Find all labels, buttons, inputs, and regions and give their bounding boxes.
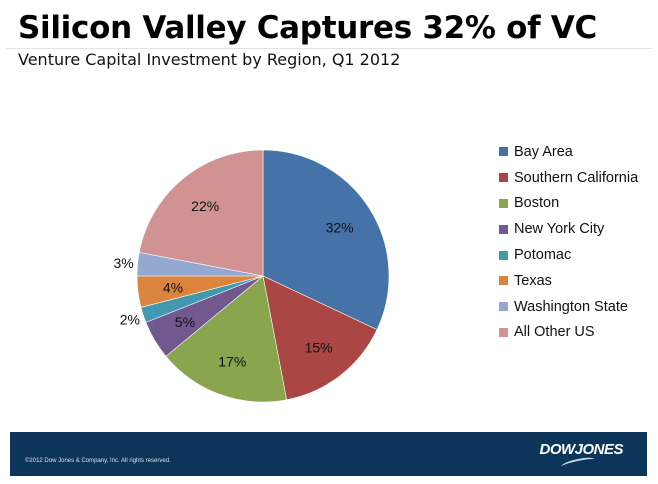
chart-subtitle: Venture Capital Investment by Region, Q1… (18, 50, 401, 69)
legend-swatch (499, 224, 508, 234)
data-label-potomac: 2% (120, 311, 140, 327)
legend-item-texas: Texas (499, 268, 638, 294)
data-label-boston: 17% (218, 353, 246, 369)
legend-swatch (499, 198, 508, 208)
legend-label: Texas (514, 272, 552, 289)
pie-slice-all-other-us (138, 149, 264, 277)
data-label-all-other-us: 22% (191, 198, 219, 214)
legend-swatch (499, 250, 508, 260)
title-divider (6, 48, 652, 49)
legend-item-potomac: Potomac (499, 242, 638, 268)
legend-swatch (499, 327, 508, 337)
legend-swatch (499, 173, 508, 183)
data-label-washington-state: 3% (114, 255, 134, 271)
legend-label: Southern California (514, 169, 639, 186)
legend-swatch (499, 147, 508, 157)
legend-label: Potomac (514, 247, 572, 264)
data-label-texas: 4% (163, 279, 183, 295)
legend-label: All Other US (514, 324, 595, 341)
pie-chart: 32% 15% 17% 5% 2% 4% 3% 22% (114, 149, 390, 403)
legend-item-boston: Boston (499, 191, 638, 217)
dowjones-logo: DOWJONES (539, 441, 623, 458)
legend-swatch (499, 276, 508, 286)
legend-item-all-other-us: All Other US (499, 320, 638, 346)
chart-title: Silicon Valley Captures 32% of VC (18, 10, 597, 46)
legend-item-southern-california: Southern California (499, 165, 638, 191)
data-label-southern-california: 15% (305, 340, 333, 356)
pie-slice-bay-area (262, 149, 390, 331)
legend-label: Boston (514, 195, 560, 212)
legend-item-new-york-city: New York City (499, 216, 638, 242)
legend-label: Washington State (514, 298, 628, 315)
legend-swatch (499, 302, 508, 312)
legend-item-bay-area: Bay Area (499, 139, 638, 165)
footer-bar: ©2012 Dow Jones & Company, Inc. All righ… (10, 432, 647, 476)
data-label-bay-area: 32% (326, 219, 354, 235)
legend-label: New York City (514, 221, 605, 238)
data-label-new-york-city: 5% (175, 314, 195, 330)
chart-legend: Bay Area Southern California Boston New Yor… (499, 139, 638, 345)
copyright-text: ©2012 Dow Jones & Company, Inc. All righ… (25, 458, 171, 464)
pie-slice-southern-california (262, 275, 378, 401)
legend-label: Bay Area (514, 143, 573, 160)
pie-slice-boston (165, 275, 287, 403)
legend-item-washington-state: Washington State (499, 294, 638, 320)
